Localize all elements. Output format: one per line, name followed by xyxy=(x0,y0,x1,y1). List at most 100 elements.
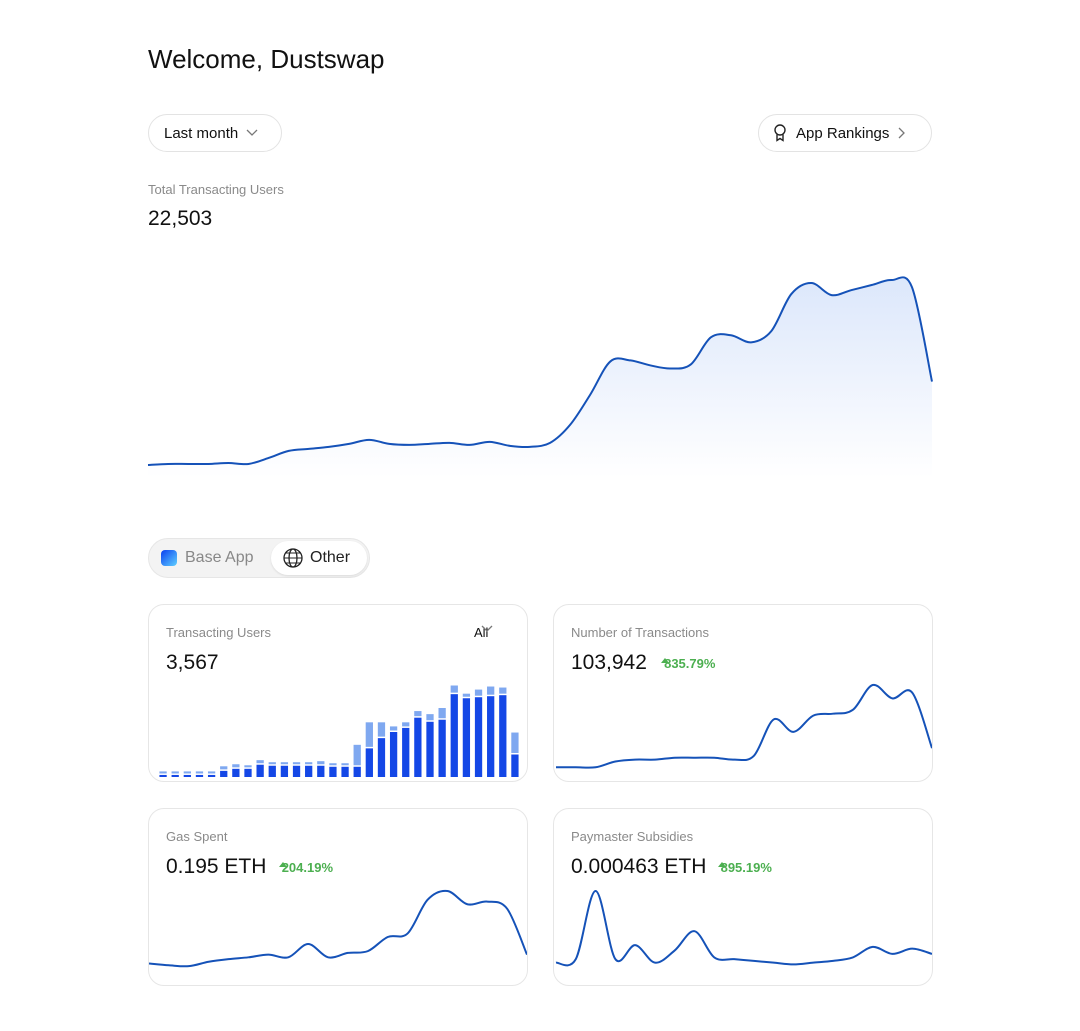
card-title: Transacting Users xyxy=(166,625,271,640)
bar-segment xyxy=(195,771,204,774)
award-icon xyxy=(774,124,786,142)
area-fill xyxy=(148,277,932,478)
bar-segment xyxy=(511,732,519,753)
card-chart xyxy=(159,685,519,777)
bar-segment xyxy=(220,766,228,770)
period-text: Last month xyxy=(164,124,239,142)
rankings-text: App Rankings xyxy=(796,124,890,142)
bar-segment xyxy=(353,744,361,766)
change: 895.19% xyxy=(717,860,772,875)
bar-segment xyxy=(450,694,458,777)
arrow xyxy=(278,862,287,867)
bar-segment xyxy=(220,770,228,777)
bar-segment xyxy=(474,697,483,777)
bar-segment xyxy=(305,762,313,765)
bar-segment xyxy=(317,765,325,777)
bar-segment xyxy=(499,687,507,694)
bar-segment xyxy=(159,774,167,777)
bar-segment xyxy=(329,763,337,766)
bar-segment xyxy=(171,771,179,774)
bar-segment xyxy=(462,698,471,777)
bar-segment xyxy=(353,766,361,777)
bar-segment xyxy=(195,774,204,777)
tab-bar: Base App Other xyxy=(148,538,370,578)
card-title: Number of Transactions xyxy=(571,625,710,640)
bar-segment xyxy=(183,771,191,774)
bar-segment xyxy=(389,732,398,777)
card-chart xyxy=(555,683,932,769)
bar-segment xyxy=(268,765,276,777)
bar-segment xyxy=(365,722,373,747)
bar-segment xyxy=(268,762,276,765)
card-chart xyxy=(555,889,932,967)
change: 204.19% xyxy=(278,860,333,875)
bar-segment xyxy=(159,771,167,774)
bar-segment xyxy=(292,765,301,777)
metric-card: Gas Spent 0.195 ETH 204.19% xyxy=(148,808,528,986)
tab-active[interactable]: Other xyxy=(271,541,367,575)
up-arrow xyxy=(278,862,287,867)
tab-text: Other xyxy=(310,549,351,566)
bar-segment xyxy=(487,686,495,695)
bar-segment xyxy=(438,719,446,777)
bar-segment xyxy=(414,711,422,717)
line xyxy=(149,889,527,968)
change-text: 835.79% xyxy=(664,656,716,671)
bar-segment xyxy=(292,762,301,765)
card-value: 3,567 xyxy=(166,651,219,674)
bar-segment xyxy=(329,766,337,777)
base-app-icon xyxy=(161,550,177,566)
bar-segment xyxy=(256,760,264,764)
bar-segment xyxy=(244,768,252,777)
page-title: Welcome, Dustswap xyxy=(148,44,385,74)
card-title: Paymaster Subsidies xyxy=(571,829,694,844)
chevron xyxy=(481,625,493,632)
bar-segment xyxy=(438,708,446,719)
bar-segment xyxy=(341,766,349,777)
bar-segment xyxy=(207,771,216,774)
metric-card: Number of Transactions 103,942 835.79% xyxy=(553,604,933,782)
bar-segment xyxy=(256,764,264,777)
metric-label: Total Transacting Users xyxy=(148,182,284,197)
bar-segment xyxy=(511,754,519,777)
chevron-path xyxy=(481,625,493,632)
up-arrow xyxy=(717,862,726,867)
bar-segment xyxy=(402,722,410,727)
bar-segment xyxy=(377,738,386,777)
main-chart xyxy=(147,276,933,478)
arrow xyxy=(717,862,726,867)
tab[interactable]: Base App xyxy=(185,549,254,566)
bar-segment xyxy=(462,693,471,697)
card-value: 0.195 ETH xyxy=(166,855,267,878)
rankings-button[interactable]: App Rankings xyxy=(758,114,932,152)
bar-segment xyxy=(450,685,458,693)
change-text: 895.19% xyxy=(720,860,772,875)
bar-segment xyxy=(474,689,483,696)
metric-card: Paymaster Subsidies 0.000463 ETH 895.19% xyxy=(553,808,933,986)
card-title: Gas Spent xyxy=(166,829,228,844)
bar-segment xyxy=(207,774,216,777)
bar-segment xyxy=(426,721,434,777)
bar-segment xyxy=(317,761,325,765)
change: 835.79% xyxy=(660,656,715,671)
metric-card: Transacting Users 3,567 All xyxy=(148,604,528,782)
period-dropdown[interactable]: Last month xyxy=(148,114,282,152)
bar-segment xyxy=(280,762,289,765)
up-arrow xyxy=(661,658,670,663)
bar-segment xyxy=(232,764,240,768)
bar-segment xyxy=(487,696,495,777)
chevron xyxy=(898,127,906,139)
bar-segment xyxy=(414,717,422,777)
card-value: 103,942 xyxy=(571,651,647,674)
filter-dropdown[interactable]: All xyxy=(474,625,493,640)
chevron xyxy=(246,129,258,136)
bar-segment xyxy=(171,774,179,777)
bar-segment xyxy=(499,695,507,777)
bar-segment xyxy=(365,748,373,777)
line xyxy=(555,889,932,967)
bar-segment xyxy=(232,768,240,777)
bar-segment xyxy=(244,765,252,768)
bar-segment xyxy=(280,765,289,777)
bar-segment xyxy=(389,726,398,731)
